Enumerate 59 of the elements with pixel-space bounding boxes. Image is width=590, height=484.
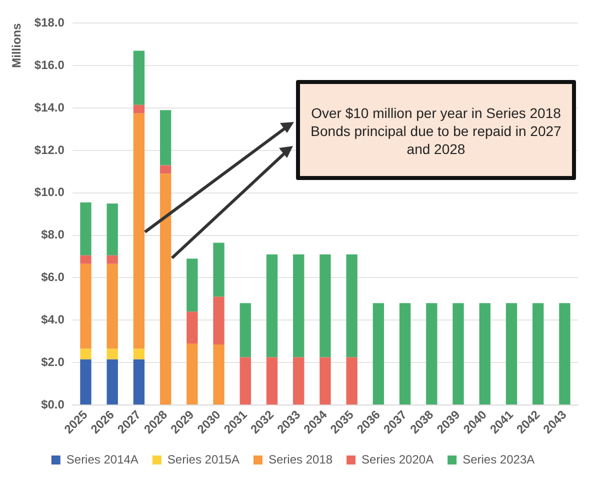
bar bbox=[532, 303, 544, 404]
bar bbox=[479, 303, 490, 404]
bar bbox=[266, 357, 278, 404]
y-tick-label: $8.0 bbox=[41, 228, 65, 242]
y-tick-label: $4.0 bbox=[41, 312, 65, 326]
bar bbox=[320, 254, 331, 358]
bar bbox=[213, 344, 224, 404]
y-tick-label: $14.0 bbox=[34, 100, 65, 114]
bar bbox=[559, 303, 570, 404]
bar bbox=[133, 104, 145, 114]
bar bbox=[372, 303, 384, 404]
bar bbox=[106, 359, 118, 404]
bar bbox=[399, 303, 411, 404]
bar bbox=[160, 174, 172, 404]
bar bbox=[80, 202, 92, 256]
bar bbox=[240, 303, 251, 358]
bar bbox=[106, 348, 118, 360]
bar bbox=[133, 113, 145, 349]
bar bbox=[266, 254, 278, 358]
bar bbox=[346, 357, 358, 404]
bar bbox=[80, 348, 92, 360]
legend-label: Series 2015A bbox=[167, 452, 240, 466]
bar bbox=[293, 357, 304, 404]
bar bbox=[160, 165, 172, 174]
y-tick-label: $18.0 bbox=[34, 16, 65, 30]
legend-label: Series 2014A bbox=[66, 452, 138, 466]
bar bbox=[80, 359, 92, 404]
bar bbox=[133, 359, 145, 404]
bar bbox=[133, 348, 145, 360]
legend-label: Series 2020A bbox=[362, 452, 434, 466]
annotation: Over $10 million per year in Series 2018 Bonds principal due to be repaid in 2027 and 2028 bbox=[310, 104, 562, 158]
bar bbox=[186, 258, 198, 312]
legend-label: Series 2023A bbox=[462, 452, 535, 466]
bar bbox=[160, 110, 172, 166]
bar bbox=[106, 264, 118, 349]
legend-label: Series 2018 bbox=[268, 452, 333, 466]
bar bbox=[186, 343, 198, 404]
bar bbox=[133, 50, 145, 105]
bar bbox=[346, 254, 358, 358]
y-tick-label: $6.0 bbox=[41, 270, 65, 284]
bar bbox=[506, 303, 518, 404]
bar bbox=[452, 303, 464, 404]
y-axis-title: Millions bbox=[10, 22, 24, 68]
bar bbox=[186, 312, 198, 344]
bar bbox=[240, 357, 251, 404]
bar bbox=[80, 264, 92, 349]
y-tick-label: $12.0 bbox=[34, 142, 65, 157]
bar bbox=[213, 242, 224, 297]
bar bbox=[80, 255, 92, 264]
bar bbox=[213, 296, 224, 344]
bar bbox=[106, 203, 118, 256]
bar bbox=[320, 357, 331, 404]
bar bbox=[426, 303, 438, 404]
bar bbox=[106, 255, 118, 264]
y-tick-label: $0.0 bbox=[41, 397, 65, 412]
y-tick-label: $10.0 bbox=[34, 185, 65, 200]
y-tick-label: $2.0 bbox=[41, 354, 65, 369]
y-tick-label: $16.0 bbox=[34, 58, 65, 72]
bar bbox=[293, 254, 304, 358]
